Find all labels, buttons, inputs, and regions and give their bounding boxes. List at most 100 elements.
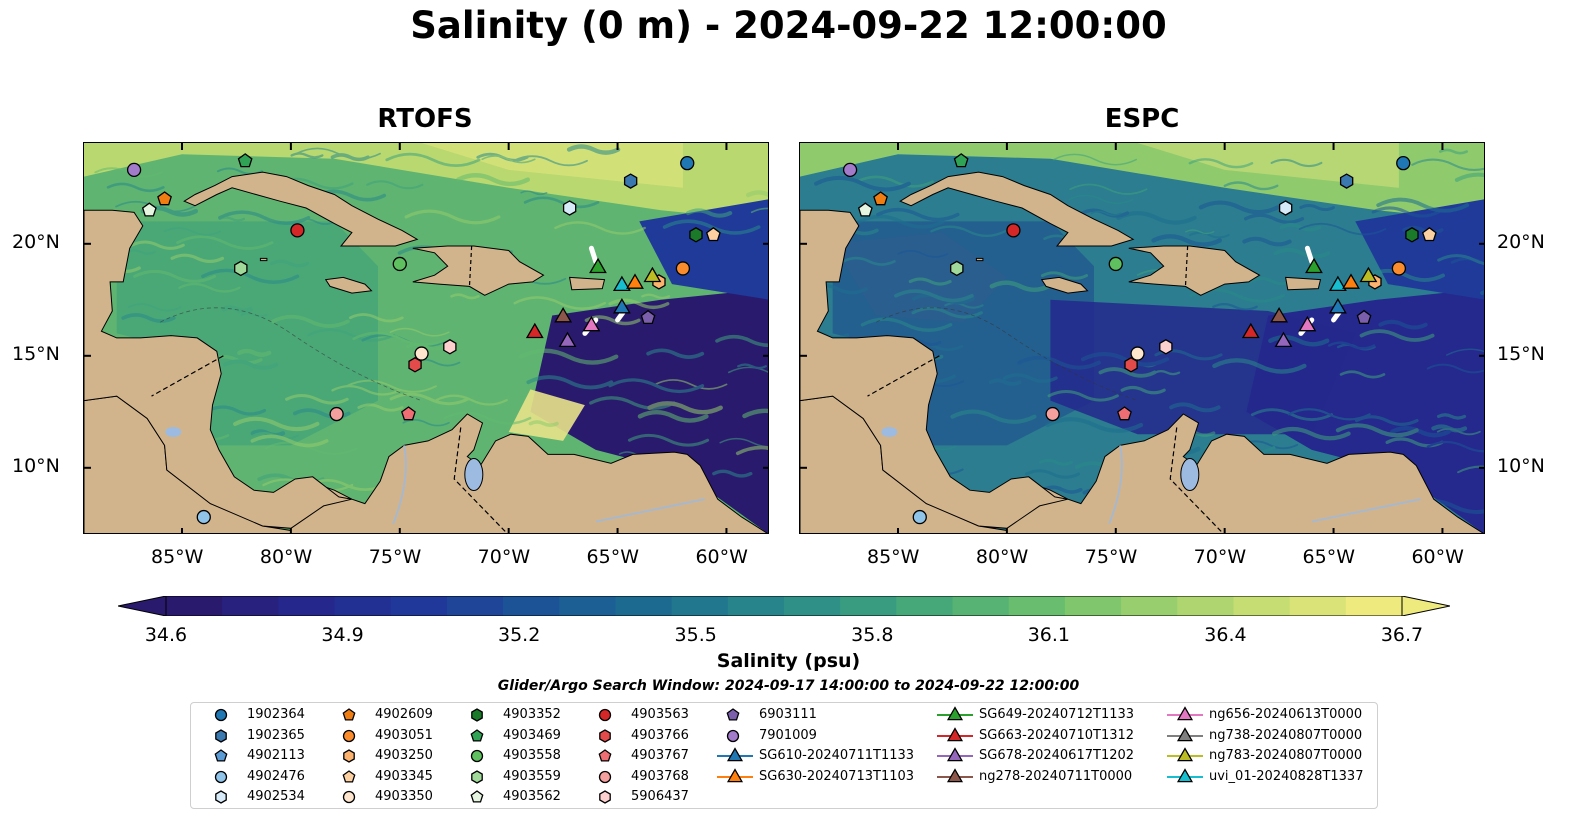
legend-marker xyxy=(717,747,753,762)
argo-float-marker-1902364 xyxy=(1396,156,1411,171)
legend-entry-label: 4903345 xyxy=(375,768,433,784)
argo-float-marker-4903350 xyxy=(414,346,429,361)
legend-entry-label: 4903768 xyxy=(631,768,689,784)
glider-marker-SG663-20240710T1312 xyxy=(525,322,544,339)
legend-marker xyxy=(1167,726,1203,741)
legend-marker xyxy=(470,790,484,803)
argo-float-marker-4903469 xyxy=(953,153,969,168)
legend-entry-label: 6903111 xyxy=(759,707,817,722)
argo-float-marker-4902609 xyxy=(873,191,888,206)
legend-marker xyxy=(598,770,612,783)
argo-float-marker-4902609 xyxy=(157,191,172,206)
lat-tick-label: 20°N xyxy=(1497,230,1545,253)
argo-float-marker-4903562 xyxy=(141,202,157,217)
legend-marker xyxy=(470,728,484,742)
glider-marker-ng278-20240711T0000 xyxy=(1270,307,1289,323)
argo-float-marker-4903345 xyxy=(1421,226,1437,242)
lat-tick-label: 10°N xyxy=(1497,454,1545,477)
legend-entry-label: 4902609 xyxy=(375,707,433,722)
argo-float-marker-4902476 xyxy=(196,509,211,525)
legend-entry-label: 4903563 xyxy=(631,707,689,722)
argo-float-marker-4902534 xyxy=(1278,200,1293,216)
legend-entry-label: 4903766 xyxy=(631,727,689,743)
argo-float-marker-4903558 xyxy=(392,256,407,272)
figure-title: Salinity (0 m) - 2024-09-22 12:00:00 xyxy=(410,4,1167,47)
map-panel-espc xyxy=(799,142,1485,534)
lon-tick-label: 75°W xyxy=(1084,546,1138,568)
argo-float-marker-4903352 xyxy=(689,227,703,243)
legend-marker xyxy=(937,767,973,782)
argo-float-marker-4903350 xyxy=(1130,346,1145,361)
lon-tick-label: 60°W xyxy=(695,546,748,568)
glider-marker-SG610-20240711T1133 xyxy=(1328,298,1347,314)
legend-entry-label: 4903562 xyxy=(503,789,561,804)
legend: 1902364 1902365 4902113 4902476 4902534 49026… xyxy=(190,702,1378,809)
legend-entry-label: 4903767 xyxy=(631,748,689,763)
lon-tick-label: 85°W xyxy=(151,546,204,568)
legend-marker xyxy=(215,728,227,743)
legend-marker xyxy=(342,708,356,721)
argo-float-marker-4903767 xyxy=(401,406,416,421)
argo-float-marker-4903352 xyxy=(1405,227,1419,243)
salinity-map-rtofs xyxy=(84,143,768,533)
argo-float-marker-4903766 xyxy=(1124,357,1138,373)
legend-entry-label: 4903469 xyxy=(503,727,561,743)
panel-title-rtofs: RTOFS xyxy=(377,104,473,134)
legend-marker xyxy=(1167,706,1203,721)
legend-marker xyxy=(214,749,228,762)
lat-tick-label: 15°N xyxy=(12,342,60,365)
legend-marker xyxy=(342,769,356,783)
argo-float-marker-6903111 xyxy=(640,309,656,325)
legend-entry-label: 4902476 xyxy=(247,768,305,784)
argo-float-marker-1902365 xyxy=(623,173,638,189)
lat-tick-label: 10°N xyxy=(12,454,60,477)
glider-marker-uvi_01-20240828T1337 xyxy=(1328,275,1347,292)
legend-marker xyxy=(215,790,227,804)
legend-marker xyxy=(214,770,228,783)
legend-entry-label: 7901009 xyxy=(759,727,817,743)
colorbar-tick-label: 35.5 xyxy=(674,624,717,646)
argo-float-marker-4903768 xyxy=(329,406,344,422)
colorbar-tick-label: 35.2 xyxy=(497,624,541,646)
colorbar-tick-label: 36.7 xyxy=(1380,624,1424,646)
argo-float-marker-4902534 xyxy=(562,200,577,216)
lon-tick-label: 80°W xyxy=(259,546,313,568)
colorbar-label: Salinity (psu) xyxy=(716,650,861,672)
panel-title-espc: ESPC xyxy=(1104,104,1180,134)
legend-entry-label: 4902113 xyxy=(247,748,305,763)
glider-marker-SG630-20240713T1103 xyxy=(626,273,644,289)
argo-float-marker-4903051 xyxy=(1391,261,1407,276)
legend-marker xyxy=(471,708,483,722)
argo-float-marker-4903767 xyxy=(1117,406,1132,421)
glider-marker-ng783-20240807T0000 xyxy=(1359,266,1378,283)
legend-entry-label: SG649-20240712T1133 xyxy=(979,707,1135,722)
argo-float-marker-5906437 xyxy=(1159,339,1173,355)
legend-marker xyxy=(342,790,356,804)
lon-tick-label: 80°W xyxy=(975,546,1029,568)
legend-marker xyxy=(717,767,753,782)
legend-entry-label: 4903250 xyxy=(375,748,433,763)
legend-entry-label: ng783-20240807T0000 xyxy=(1209,748,1363,763)
glider-marker-SG678-20240617T1202 xyxy=(1274,331,1293,348)
colorbar-tick-label: 34.9 xyxy=(321,624,364,646)
legend-marker xyxy=(937,747,973,762)
glider-marker-ng656-20240613T0000 xyxy=(582,315,601,332)
argo-float-marker-4903562 xyxy=(857,202,873,217)
lat-tick-label: 20°N xyxy=(12,230,60,253)
legend-marker xyxy=(598,708,612,722)
glider-marker-ng278-20240711T0000 xyxy=(554,307,573,323)
map-panel-rtofs xyxy=(83,142,769,534)
legend-entry-label: 4903051 xyxy=(375,727,433,743)
legend-entry-label: SG678-20240617T1202 xyxy=(979,748,1135,763)
legend-entry-label: 4903350 xyxy=(375,789,433,804)
colorbar-tick-label: 36.1 xyxy=(1027,624,1070,646)
glider-marker-SG663-20240710T1312 xyxy=(1241,322,1260,339)
colorbar-tick-label: 34.6 xyxy=(144,624,188,646)
lon-tick-label: 75°W xyxy=(368,546,422,568)
argo-float-marker-4903563 xyxy=(1006,223,1021,238)
legend-marker xyxy=(599,728,611,743)
argo-float-marker-4903563 xyxy=(290,223,305,238)
legend-entry-label: 5906437 xyxy=(631,789,689,804)
colorbar-tick-label: 36.4 xyxy=(1204,624,1247,646)
legend-entry-label: 4903558 xyxy=(503,748,561,763)
